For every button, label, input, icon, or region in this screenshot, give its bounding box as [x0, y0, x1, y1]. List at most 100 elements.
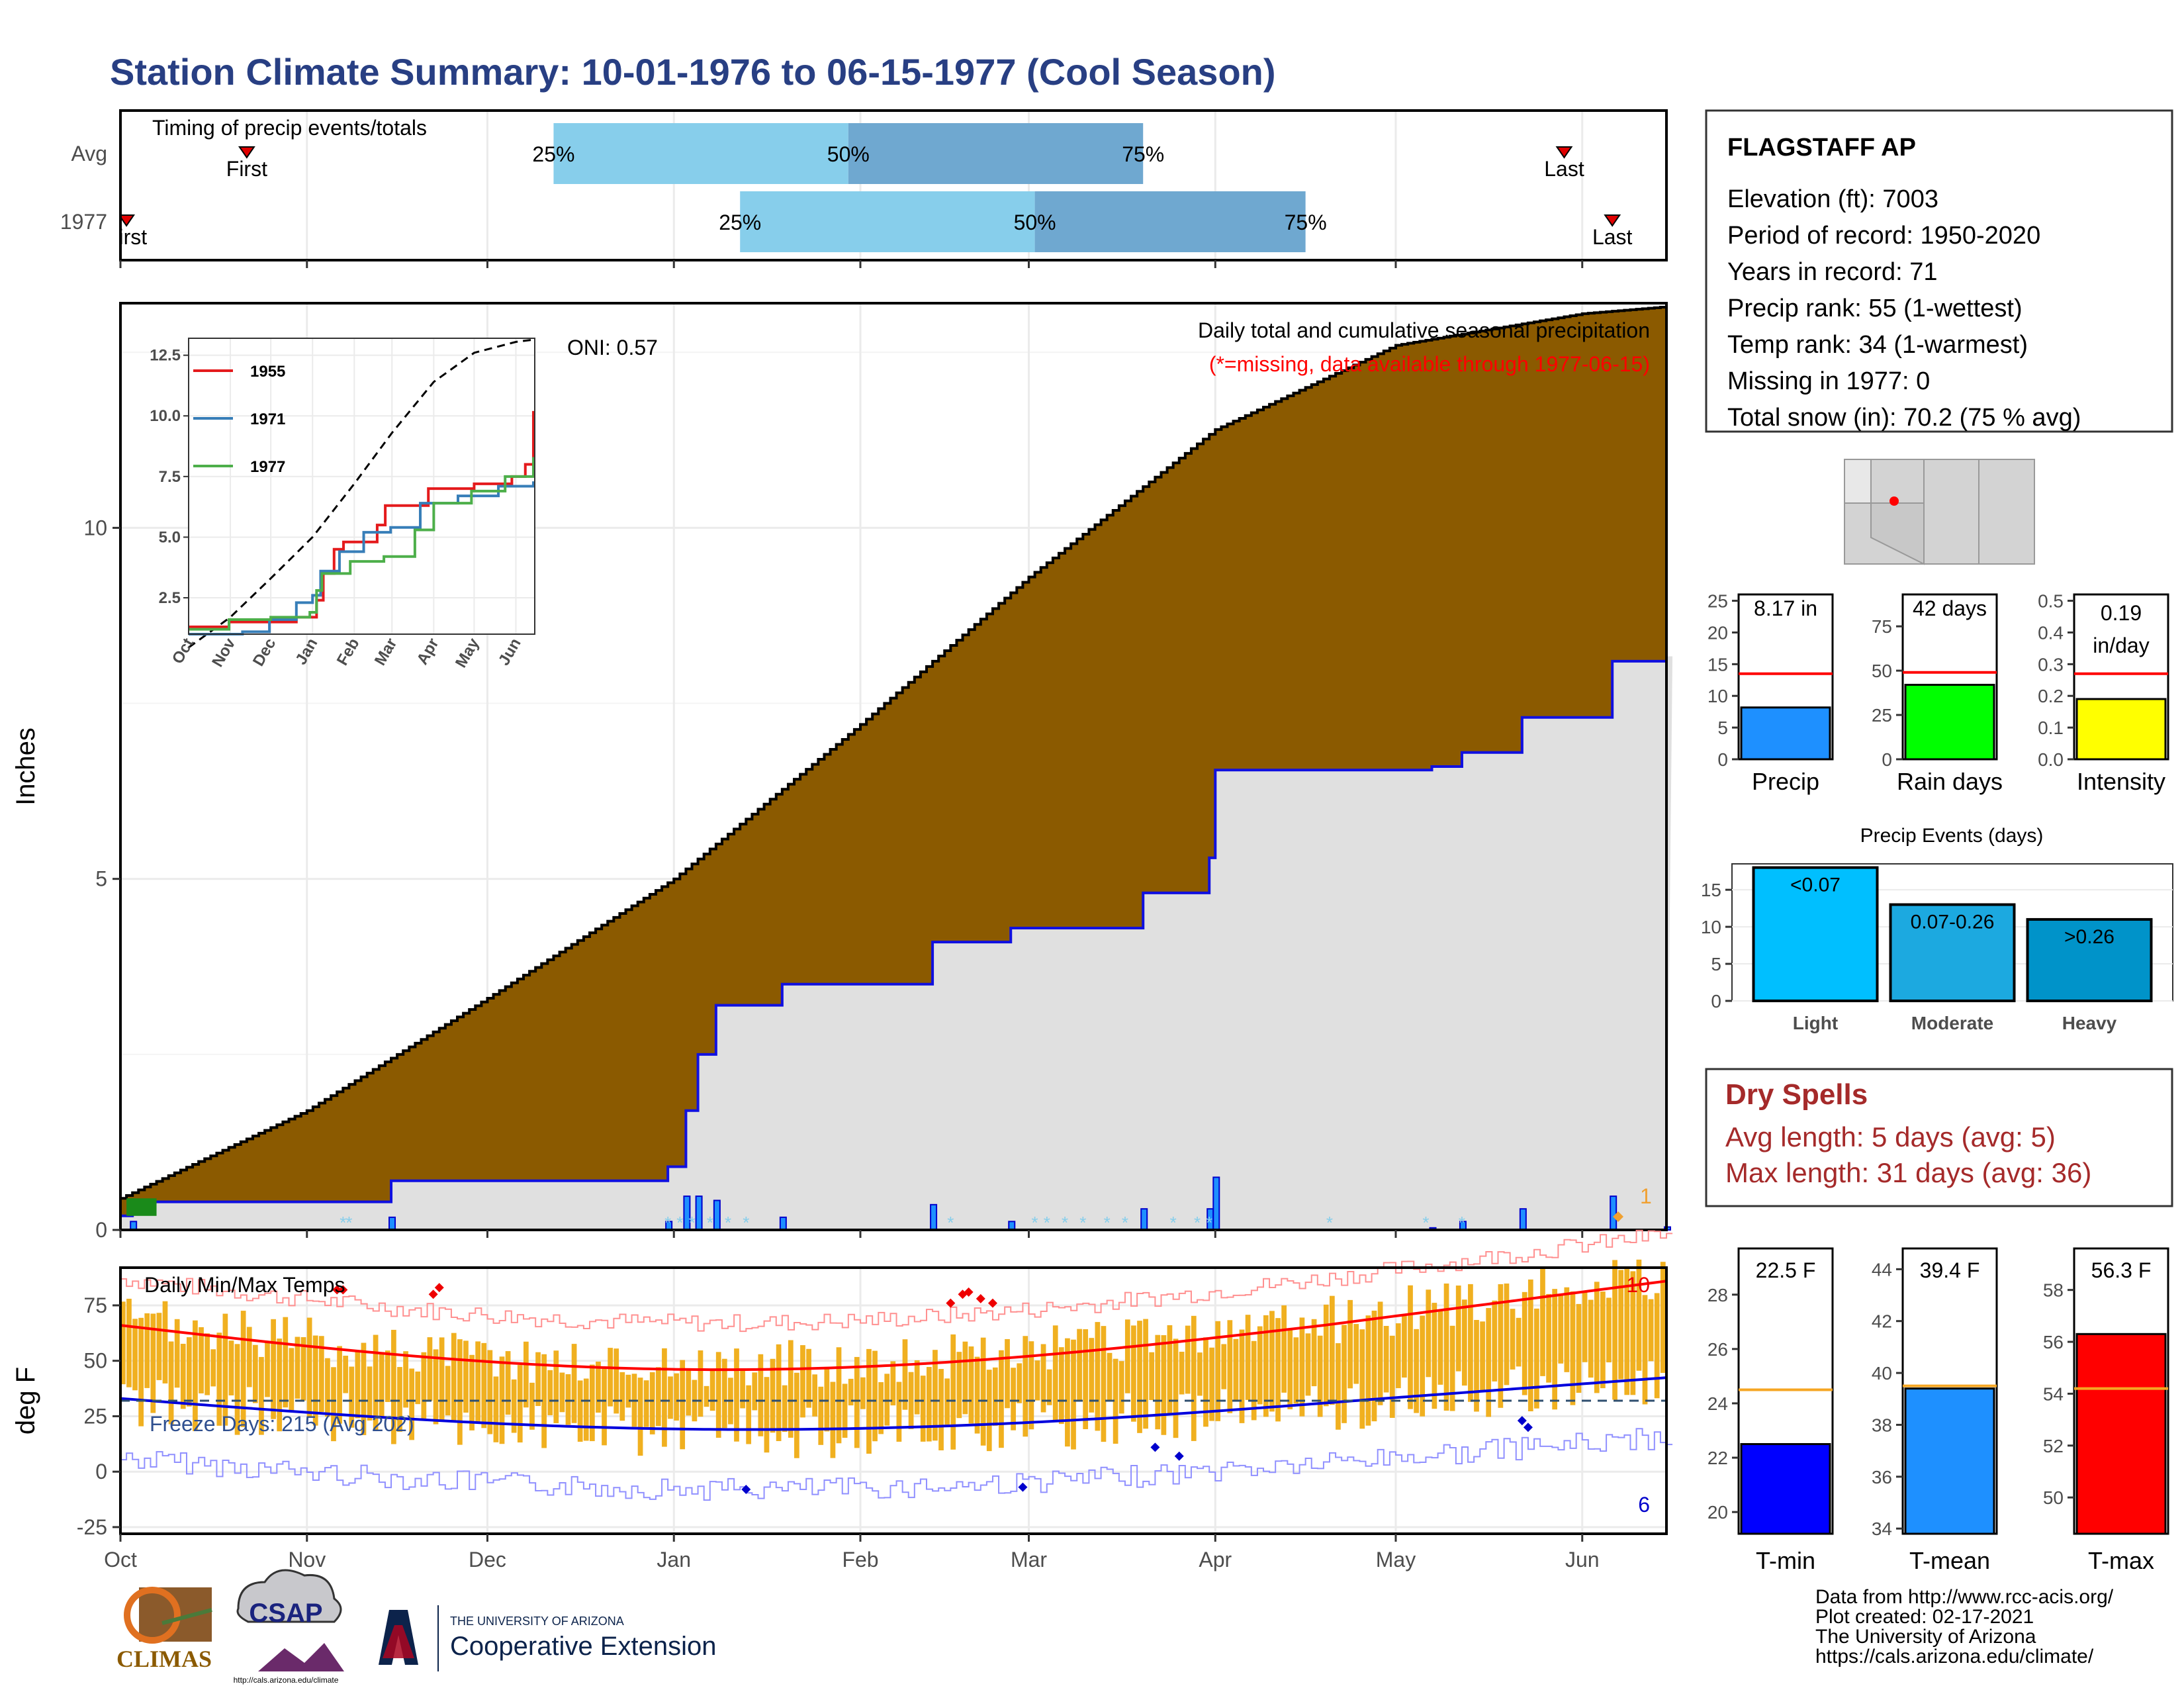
mini-bar-label: Rain days [1897, 768, 2003, 795]
daily-temp-bar [1046, 1369, 1052, 1405]
first-event-label: First [226, 157, 267, 181]
timing-panel-label: Timing of precip events/totals [152, 116, 427, 140]
record-low-marker [741, 1485, 751, 1494]
daily-temp-bar [391, 1329, 396, 1444]
daily-temp-bar [186, 1337, 192, 1407]
daily-temp-bar [986, 1370, 992, 1452]
record-high-marker [976, 1293, 985, 1303]
daily-temp-bar [1167, 1325, 1173, 1415]
daily-temp-bar [1606, 1297, 1612, 1363]
trace-marker: * [1326, 1213, 1333, 1233]
station-info-line: Total snow (in): 70.2 (75 % avg) [1727, 404, 2081, 432]
daily-temp-bar [800, 1345, 805, 1418]
daily-temp-bar [349, 1366, 355, 1428]
daily-temp-bar [156, 1313, 162, 1380]
daily-temp-bar [1432, 1303, 1437, 1409]
daily-temp-bar [902, 1339, 908, 1410]
csap-logo-url: http://cals.arizona.edu/climate [234, 1675, 339, 1685]
inset-border [188, 338, 535, 635]
daily-temp-bar [1011, 1368, 1016, 1430]
record-high-count: 10 [1626, 1273, 1650, 1297]
daily-temp-bar [511, 1379, 517, 1433]
temp-bar-ytick-label: 58 [2043, 1280, 2064, 1301]
trace-marker: * [1079, 1213, 1086, 1233]
temp-bar-ytick-label: 54 [2043, 1383, 2064, 1404]
daily-temp-bar [120, 1301, 126, 1385]
mini-bar-ytick-label: 10 [1707, 686, 1728, 706]
mini-bar-ytick-label: 0.5 [2038, 591, 2064, 612]
daily-temp-bar [1287, 1330, 1293, 1409]
daily-temp-bar [980, 1337, 986, 1446]
mini-bar-value-label: 0.19 [2101, 601, 2142, 625]
ua-logo-small-text: THE UNIVERSITY OF ARIZONA [450, 1615, 624, 1628]
daily-temp-bar [463, 1340, 469, 1413]
daily-temp-bar [457, 1339, 463, 1445]
temp-bar-ytick-label: 22 [1707, 1448, 1728, 1468]
mini-bar-value [1904, 684, 1995, 761]
daily-temp-bar [1498, 1284, 1504, 1408]
daily-precip-bar [779, 1216, 787, 1231]
timing-quartile-label: 25% [719, 211, 761, 234]
month-label: Jan [657, 1548, 691, 1571]
precip-summary-bars: 8.17 in 0 5 10 15 20 25 Precip 42 days 0 25 50 75 Rai… [1707, 591, 2169, 795]
ua-logo-big-text: Cooperative Extension [450, 1632, 716, 1661]
mini-bar-value [1740, 706, 1831, 761]
daily-temp-bar [1564, 1287, 1570, 1372]
events-title: Precip Events (days) [1860, 825, 2044, 847]
timing-panel: 25%50%75%FirstLastAvg25%50%75%FirstLast1… [0, 109, 1668, 268]
temp-bar-value-label: 22.5 F [1756, 1258, 1816, 1282]
temp-border [119, 1266, 1668, 1535]
daily-precip-bar [713, 1199, 721, 1231]
events-ytick-label: 10 [1701, 917, 1721, 937]
events-bar-range: <0.07 [1790, 874, 1841, 896]
footer: Data from http://www.rcc-acis.org/Plot c… [116, 1569, 2114, 1685]
daily-temp-bar [144, 1313, 150, 1388]
record-high-marker [946, 1298, 956, 1308]
record-high-marker [428, 1289, 438, 1299]
temp-bar-ytick-label: 52 [2043, 1436, 2064, 1456]
daily-temp-bar [668, 1376, 673, 1419]
daily-temp-bar [938, 1369, 944, 1450]
temp-bar-ytick-label: 28 [1707, 1285, 1728, 1305]
dry-spells-box: Dry Spells Avg length: 5 days (avg: 5) Max… [1705, 1068, 2173, 1207]
daily-temp-bar [529, 1382, 535, 1430]
daily-temp-bar [1336, 1343, 1341, 1430]
trace-marker: * [1459, 1213, 1465, 1233]
month-label: Mar [1011, 1548, 1047, 1571]
trace-marker: * [1170, 1213, 1177, 1233]
daily-temp-bar [379, 1352, 385, 1419]
daily-temp-bar [1612, 1260, 1617, 1400]
daily-temp-bar [1305, 1333, 1311, 1396]
daily-temp-bar [860, 1377, 866, 1409]
station-box-frame [1705, 109, 2173, 433]
temp-ylabel: deg F [11, 1367, 40, 1434]
daily-temp-bar [132, 1319, 138, 1391]
daily-temp-bar [427, 1337, 433, 1401]
temp-bar-value-label: 56.3 F [2091, 1258, 2152, 1282]
daily-temp-bar [1449, 1325, 1455, 1411]
daily-temp-bar [277, 1338, 283, 1432]
record-max-line [120, 1229, 1673, 1333]
temp-bar-ytick-label: 56 [2043, 1332, 2064, 1352]
daily-temp-bar [265, 1340, 270, 1397]
daily-temp-bar [337, 1346, 342, 1424]
daily-temp-bar [1342, 1325, 1347, 1423]
daily-temp-bar [1414, 1329, 1419, 1413]
events-bar-range: 0.07-0.26 [1911, 912, 1995, 933]
temp-bar-value [1904, 1387, 1995, 1535]
last-event-label: Last [1592, 225, 1633, 249]
inset-legend-label: 1971 [250, 410, 285, 428]
daily-temp-bar [608, 1348, 613, 1407]
daily-temp-bar [1594, 1282, 1600, 1393]
early-overage-fill [126, 1198, 157, 1216]
mini-bar-ytick-label: 0.3 [2038, 654, 2064, 675]
precip-ytick-label: 10 [83, 516, 107, 539]
timing-border [119, 109, 1668, 261]
daily-temp-bar [1299, 1317, 1305, 1417]
daily-temp-bar [306, 1317, 312, 1417]
month-label: Jun [1565, 1548, 1600, 1571]
daily-temp-bar [385, 1350, 390, 1402]
daily-temp-bar [343, 1356, 349, 1393]
daily-temp-bar [1660, 1262, 1666, 1373]
